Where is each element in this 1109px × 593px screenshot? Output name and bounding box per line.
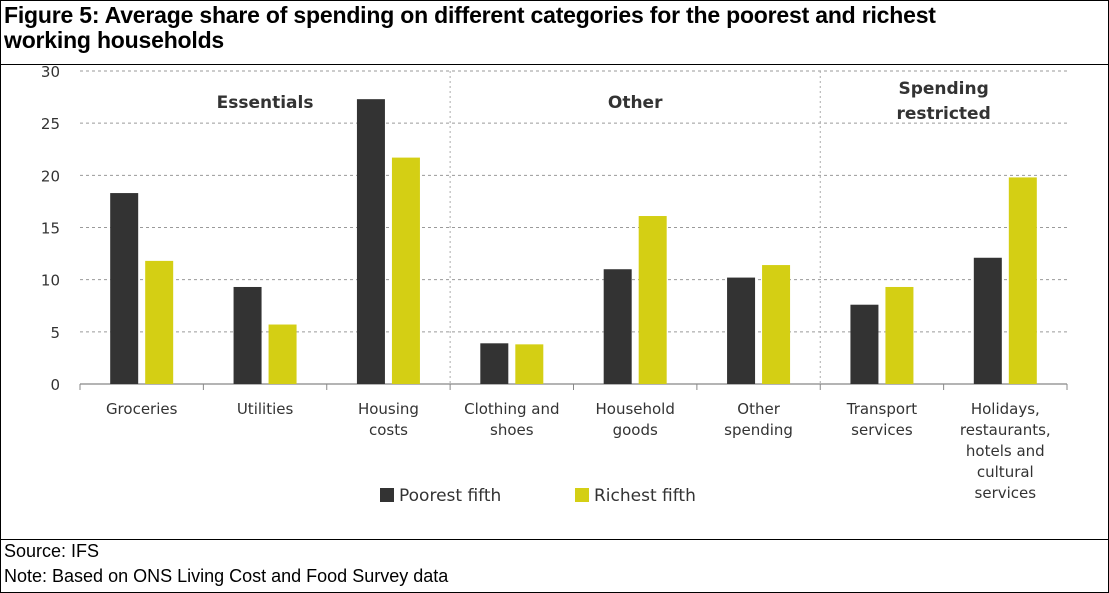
x-category-label: Other	[737, 400, 780, 418]
bar-poorest	[973, 257, 1002, 384]
bar-chart: 0 5 10 15 20 25 30 Essentials Other Spending restr…	[41, 63, 1068, 506]
bar-richest	[638, 216, 667, 384]
x-category-label: Housing	[358, 400, 419, 418]
legend-richest-swatch	[575, 488, 589, 502]
bar-richest	[762, 265, 791, 384]
group-label: restricted	[896, 104, 990, 124]
y-tick-label: 5	[50, 324, 60, 342]
y-tick-label: 20	[41, 167, 60, 185]
source-text: Source: IFS	[4, 541, 100, 561]
group-label: Spending	[898, 79, 988, 99]
legend-poorest-label: Poorest fifth	[399, 486, 501, 506]
bar-poorest	[727, 277, 756, 384]
x-category-label: Groceries	[106, 400, 178, 418]
figure-title: Figure 5: Average share of spending on d…	[4, 2, 936, 53]
y-tick-label: 30	[41, 63, 60, 81]
bar-richest	[145, 260, 174, 384]
legend-poorest-swatch	[380, 488, 394, 502]
bar-richest	[391, 157, 420, 384]
y-tick-label: 0	[50, 376, 60, 394]
y-tick-label: 10	[41, 272, 60, 290]
bar-poorest	[110, 193, 139, 384]
bar-poorest	[356, 99, 385, 385]
y-tick-label: 15	[41, 220, 60, 238]
x-category-label: Holidays,	[971, 400, 1040, 418]
legend-richest-label: Richest fifth	[594, 486, 696, 506]
x-category-label: costs	[369, 421, 408, 439]
bar-poorest	[603, 269, 632, 384]
x-category-label: hotels and	[966, 442, 1045, 460]
x-category-label: shoes	[490, 421, 534, 439]
footer-divider	[0, 539, 1109, 540]
bar-richest	[515, 344, 544, 384]
x-category-label: spending	[724, 421, 793, 439]
x-category-label: Transport	[846, 400, 918, 418]
bar-richest	[1008, 177, 1037, 384]
title-divider	[0, 64, 1109, 65]
x-category-label: services	[851, 421, 913, 439]
bar-poorest	[480, 343, 509, 384]
x-category-label: services	[975, 484, 1037, 502]
x-category-label: Clothing and	[464, 400, 559, 418]
x-category-label: cultural	[977, 463, 1034, 481]
bar-poorest	[850, 304, 879, 384]
bar-richest	[268, 324, 297, 384]
group-label: Other	[608, 93, 663, 113]
note-text: Note: Based on ONS Living Cost and Food …	[4, 566, 449, 586]
x-category-label: goods	[613, 421, 658, 439]
x-category-label: restaurants,	[960, 421, 1051, 439]
bar-poorest	[233, 286, 262, 384]
figure-title-box: Figure 5: Average share of spending on d…	[0, 0, 1109, 64]
x-category-label: Household	[595, 400, 674, 418]
x-category-label: Utilities	[237, 400, 294, 418]
y-tick-label: 25	[41, 115, 60, 133]
bar-richest	[885, 286, 914, 384]
group-label: Essentials	[217, 93, 314, 113]
